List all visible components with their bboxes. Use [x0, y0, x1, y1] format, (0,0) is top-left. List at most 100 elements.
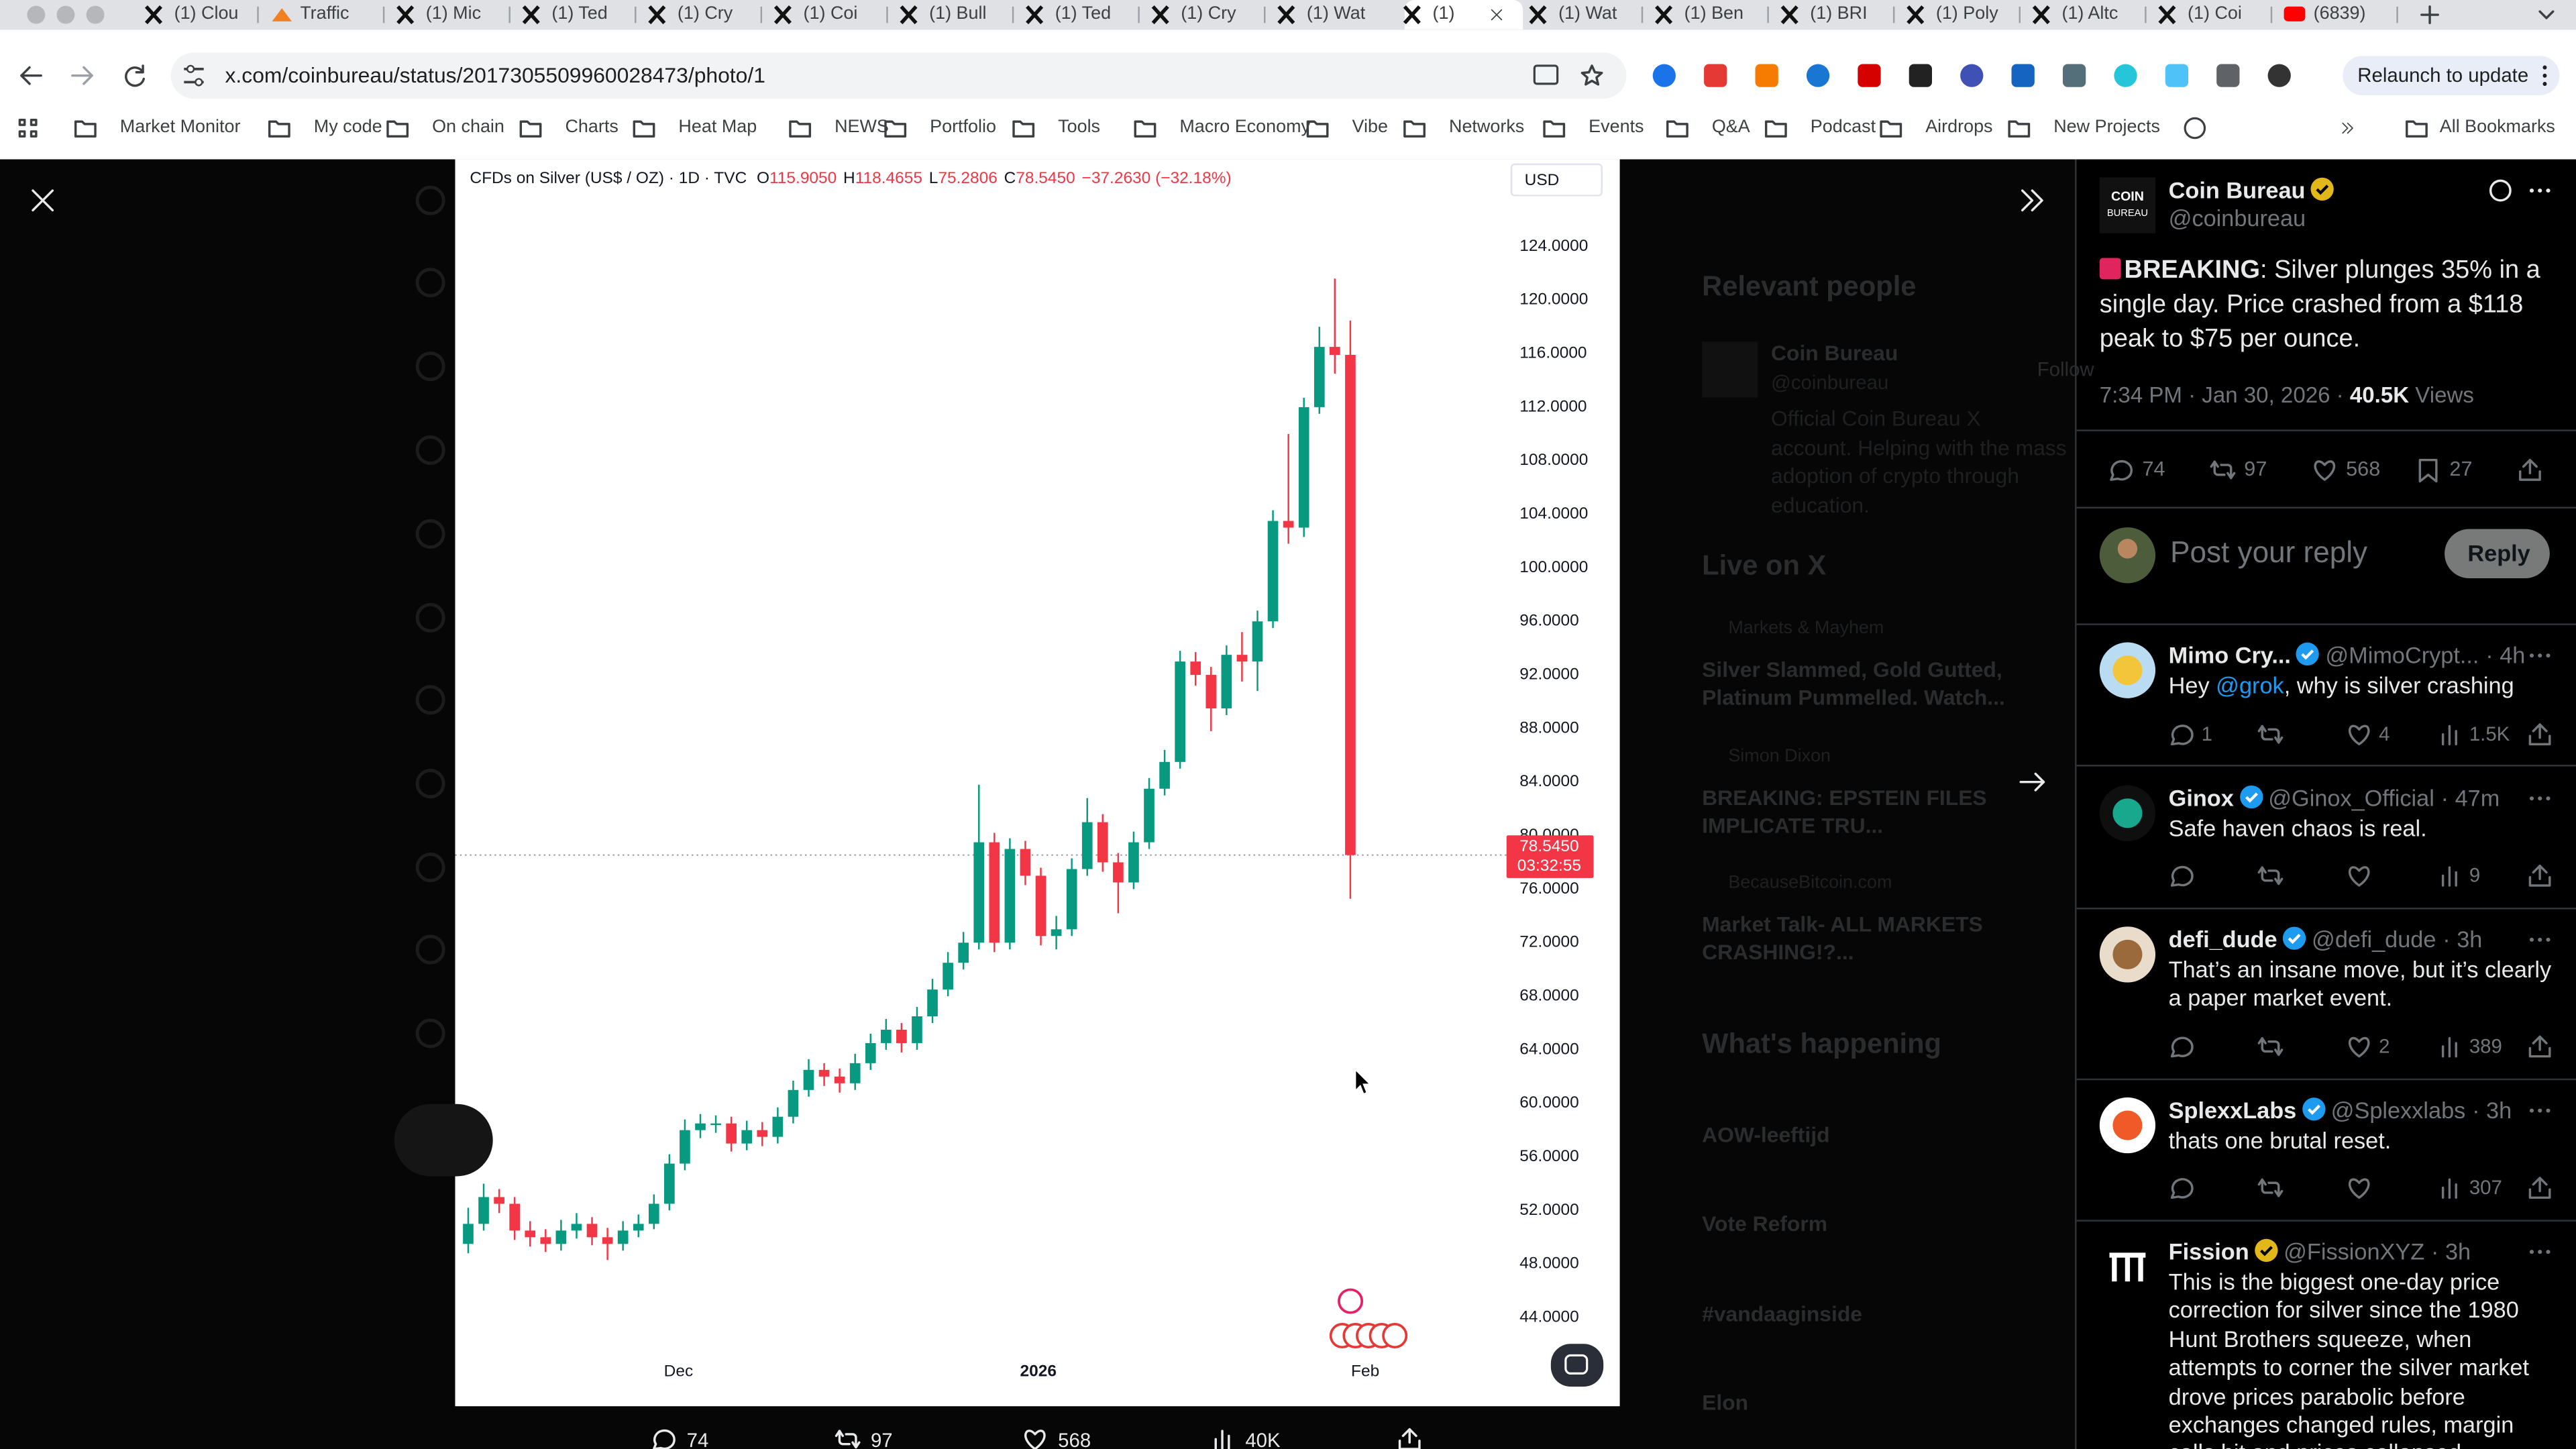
views-icon[interactable] [2441, 1037, 2457, 1058]
extension-icon[interactable] [2114, 64, 2137, 87]
all-bookmarks-label[interactable]: All Bookmarks [2439, 117, 2555, 138]
mention-link[interactable]: @grok [2216, 672, 2284, 698]
action-count[interactable]: 9 [2469, 863, 2481, 887]
bookmark-label[interactable]: My code [313, 117, 382, 138]
bookmark-label[interactable]: Vibe [1352, 117, 1388, 138]
close-icon[interactable] [1491, 9, 1503, 21]
bookmark-label[interactable]: Charts [565, 117, 619, 138]
reply-header[interactable]: Fission @FissionXYZ · 3h [2169, 1238, 2471, 1266]
extension-icon[interactable] [1960, 64, 1984, 87]
repost-icon[interactable] [835, 1430, 861, 1449]
like-icon[interactable] [2348, 1036, 2370, 1058]
tab-title[interactable]: (1) Cry [677, 3, 733, 24]
fwd-icon[interactable] [71, 66, 93, 85]
reload-icon[interactable] [125, 64, 146, 87]
action-count[interactable]: 2 [2379, 1034, 2390, 1058]
folder-icon[interactable] [519, 120, 542, 138]
views-icon[interactable] [2441, 724, 2457, 746]
tab-title[interactable]: (1) Ben [1684, 3, 1744, 24]
bookmark-label[interactable]: Events [1589, 117, 1644, 138]
action-count[interactable]: 568 [2346, 458, 2381, 481]
like-icon[interactable] [2314, 460, 2336, 481]
extension-icon[interactable] [1858, 64, 1881, 87]
folder-icon[interactable] [1880, 120, 1902, 138]
repost-icon[interactable] [2257, 1178, 2284, 1197]
close-icon[interactable] [32, 189, 54, 212]
reply-icon[interactable] [2110, 460, 2133, 481]
reply-header[interactable]: Ginox @Ginox_Official · 47m [2169, 785, 2500, 812]
extension-icon[interactable] [1652, 64, 1676, 87]
reply-header[interactable]: defi_dude @defi_dude · 3h [2169, 926, 2483, 953]
folder-icon[interactable] [1543, 120, 1566, 138]
views-icon[interactable] [2441, 1178, 2457, 1199]
plus-icon[interactable] [2420, 5, 2440, 25]
post-avatar[interactable] [2099, 177, 2156, 233]
share-icon[interactable] [2519, 459, 2541, 481]
share-icon[interactable] [2528, 1177, 2551, 1199]
folder-icon[interactable] [386, 120, 409, 138]
folder-icon[interactable] [268, 120, 290, 138]
tab-title[interactable]: (1) Ted [1055, 3, 1112, 24]
action-count[interactable]: 27 [2449, 458, 2473, 481]
folder-icon[interactable] [1306, 120, 1329, 138]
folder-icon[interactable] [789, 120, 812, 138]
bookmark-label[interactable]: NEWS [835, 117, 889, 138]
extension-icon[interactable] [1704, 64, 1727, 87]
chart-settings-button[interactable] [1550, 1344, 1604, 1387]
reply-button-label[interactable]: Reply [2467, 539, 2530, 566]
reply-header[interactable]: SplexxLabs @Splexxlabs · 3h [2169, 1097, 2512, 1124]
bookmark-label[interactable]: On chain [432, 117, 504, 138]
relaunch-button[interactable] [2343, 56, 2560, 96]
chev2-icon[interactable] [2342, 122, 2353, 134]
window-control[interactable] [56, 5, 75, 24]
reply-input[interactable]: Post your reply [2170, 535, 2368, 569]
bookmark-label[interactable]: Podcast [1810, 117, 1876, 138]
reply-icon[interactable] [2170, 1178, 2194, 1199]
url-text[interactable]: x.com/coinbureau/status/2017305509960028… [225, 62, 765, 88]
active-tab[interactable] [1404, 0, 1523, 30]
folder-icon[interactable] [1403, 120, 1426, 138]
bookmark-label[interactable]: Market Monitor [119, 117, 241, 138]
tab-title[interactable]: (1) Bull [929, 3, 987, 24]
action-count[interactable]: 307 [2469, 1175, 2502, 1199]
grok-icon[interactable] [2489, 179, 2512, 202]
tab-title[interactable]: (1) Coi [803, 3, 858, 24]
repost-icon[interactable] [2257, 866, 2284, 885]
bookmark-label[interactable]: Portfolio [930, 117, 996, 138]
window-control[interactable] [27, 5, 46, 24]
tab-title[interactable]: (1) Mic [425, 3, 482, 24]
active-tab-title[interactable]: (1) [1432, 3, 1455, 24]
bookmark-label[interactable]: Airdrops [1925, 117, 1993, 138]
folder-icon[interactable] [74, 120, 97, 138]
reply-icon[interactable] [2170, 1036, 2194, 1058]
share-icon[interactable] [2528, 723, 2551, 746]
repost-icon[interactable] [2257, 724, 2284, 744]
like-icon[interactable] [2348, 724, 2370, 746]
bookmark-label[interactable]: Tools [1058, 117, 1101, 138]
tab-title[interactable]: (1) Altc [2061, 3, 2118, 24]
tab-title[interactable]: (1) Ted [551, 3, 608, 24]
address-bar[interactable] [170, 52, 1627, 99]
window-control[interactable] [86, 5, 105, 24]
extension-icon[interactable] [2165, 64, 2189, 87]
tab-title[interactable]: (1) Cry [1181, 3, 1236, 24]
tab-title[interactable]: (1) Clou [174, 3, 239, 24]
tab-title[interactable]: Traffic [300, 3, 350, 24]
arrow-icon[interactable] [2019, 772, 2045, 792]
reply-icon[interactable] [652, 1429, 676, 1449]
reply-icon[interactable] [2170, 865, 2194, 887]
folder-icon[interactable] [1764, 120, 1787, 138]
folder-icon[interactable] [884, 120, 907, 138]
extension-icon[interactable] [2267, 64, 2291, 87]
reply-icon[interactable] [2170, 724, 2194, 746]
views-icon[interactable] [2441, 866, 2457, 887]
action-count[interactable]: 1.5K [2469, 722, 2510, 746]
folder-icon[interactable] [2406, 120, 2428, 138]
action-count[interactable]: 4 [2379, 722, 2390, 746]
reply-button[interactable] [2445, 529, 2550, 579]
action-count[interactable]: 97 [2244, 458, 2267, 481]
tab-title[interactable]: (1) Poly [1935, 3, 1998, 24]
folder-icon[interactable] [1134, 120, 1157, 138]
share-icon[interactable] [1398, 1428, 1421, 1449]
reply-header[interactable]: Mimo Cry... @MimoCrypt... · 4h [2169, 642, 2526, 669]
